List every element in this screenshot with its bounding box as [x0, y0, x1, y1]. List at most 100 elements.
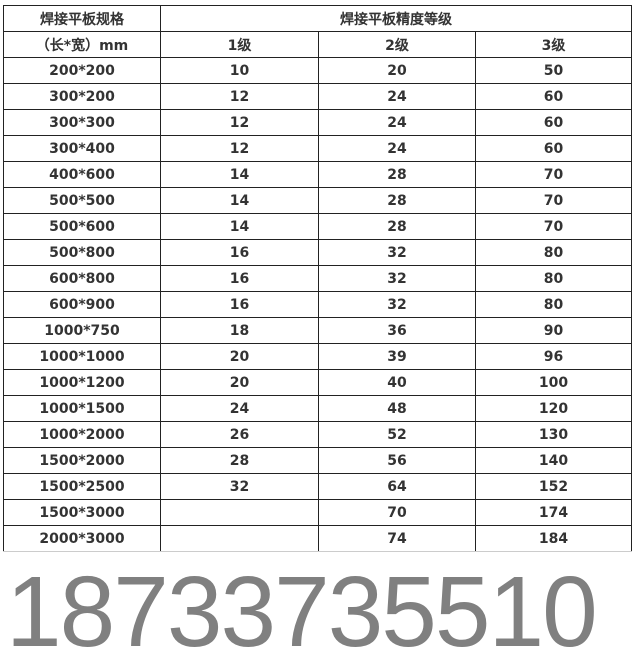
grade-3-cell: 130 — [474, 421, 633, 448]
grade-2-cell: 74 — [318, 525, 476, 552]
grade-1-cell: 14 — [160, 187, 319, 214]
spec-cell: 500*600 — [3, 213, 161, 240]
grade-1-header: 1级 — [160, 31, 319, 58]
spec-cell: 300*300 — [3, 109, 161, 136]
spec-unit-header: （长*宽）mm — [3, 31, 161, 58]
spec-cell: 300*400 — [3, 135, 161, 162]
table-row: 1000*1200 20 40 100 — [3, 369, 633, 396]
spec-cell: 500*800 — [3, 239, 161, 266]
header-row: 焊接平板规格 焊接平板精度等级 — [3, 5, 633, 32]
grade-2-cell: 48 — [318, 395, 476, 422]
grade-1-cell: 12 — [160, 109, 319, 136]
table-row: 600*900 16 32 80 — [3, 291, 633, 318]
spec-cell: 1500*3000 — [3, 499, 161, 526]
grade-1-cell: 12 — [160, 135, 319, 162]
grade-1-cell: 20 — [160, 343, 319, 370]
grade-3-cell: 184 — [474, 525, 633, 552]
spec-cell: 1000*1500 — [3, 395, 161, 422]
spec-header: 焊接平板规格 — [3, 5, 161, 32]
grade-1-cell: 16 — [160, 239, 319, 266]
table-row: 500*800 16 32 80 — [3, 239, 633, 266]
grade-1-cell: 24 — [160, 395, 319, 422]
grade-2-cell: 32 — [318, 265, 476, 292]
grade-2-cell: 24 — [318, 109, 476, 136]
table-row: 400*600 14 28 70 — [3, 161, 633, 188]
table-row: 1000*2000 26 52 130 — [3, 421, 633, 448]
grade-2-cell: 56 — [318, 447, 476, 474]
spec-cell: 1000*1000 — [3, 343, 161, 370]
table-row: 1500*3000 70 174 — [3, 499, 633, 526]
grade-1-cell: 32 — [160, 473, 319, 500]
grade-3-cell: 96 — [474, 343, 633, 370]
grade-3-cell: 60 — [474, 135, 633, 162]
grade-2-cell: 39 — [318, 343, 476, 370]
spec-cell: 500*500 — [3, 187, 161, 214]
table-row: 200*200 10 20 50 — [3, 57, 633, 84]
spec-cell: 1500*2500 — [3, 473, 161, 500]
grade-2-cell: 52 — [318, 421, 476, 448]
grade-1-cell: 26 — [160, 421, 319, 448]
grade-1-cell: 14 — [160, 213, 319, 240]
grade-1-cell — [160, 525, 319, 552]
grade-3-cell: 60 — [474, 109, 633, 136]
spec-cell: 400*600 — [3, 161, 161, 188]
grade-3-cell: 50 — [474, 57, 633, 84]
spec-cell: 600*900 — [3, 291, 161, 318]
grade-3-cell: 60 — [474, 83, 633, 110]
table-row: 1500*2500 32 64 152 — [3, 473, 633, 500]
grade-2-cell: 28 — [318, 213, 476, 240]
grade-3-cell: 140 — [474, 447, 633, 474]
grade-2-cell: 70 — [318, 499, 476, 526]
grade-2-cell: 40 — [318, 369, 476, 396]
spec-cell: 600*800 — [3, 265, 161, 292]
table-row: 300*300 12 24 60 — [3, 109, 633, 136]
grade-1-cell: 16 — [160, 291, 319, 318]
spec-cell: 1500*2000 — [3, 447, 161, 474]
grade-3-cell: 70 — [474, 187, 633, 214]
subheader-row: （长*宽）mm 1级 2级 3级 — [3, 31, 633, 58]
table-row: 1000*750 18 36 90 — [3, 317, 633, 344]
table-row: 1000*1500 24 48 120 — [3, 395, 633, 422]
spec-cell: 1000*1200 — [3, 369, 161, 396]
grade-2-cell: 32 — [318, 239, 476, 266]
grade-2-cell: 24 — [318, 135, 476, 162]
grade-1-cell: 16 — [160, 265, 319, 292]
table-row: 500*600 14 28 70 — [3, 213, 633, 240]
spec-cell: 2000*3000 — [3, 525, 161, 552]
grade-2-cell: 36 — [318, 317, 476, 344]
grade-header: 焊接平板精度等级 — [159, 5, 633, 32]
grade-1-cell — [160, 499, 319, 526]
spec-cell: 300*200 — [3, 83, 161, 110]
grade-1-cell: 14 — [160, 161, 319, 188]
grade-3-cell: 90 — [474, 317, 633, 344]
table-row: 300*200 12 24 60 — [3, 83, 633, 110]
table-row: 300*400 12 24 60 — [3, 135, 633, 162]
grade-2-cell: 28 — [318, 161, 476, 188]
grade-1-cell: 28 — [160, 447, 319, 474]
grade-3-cell: 174 — [474, 499, 633, 526]
grade-1-cell: 12 — [160, 83, 319, 110]
grade-3-cell: 70 — [474, 161, 633, 188]
watermark: 18733735510 — [6, 556, 598, 668]
table-row: 600*800 16 32 80 — [3, 265, 633, 292]
grade-2-cell: 28 — [318, 187, 476, 214]
grade-3-cell: 100 — [474, 369, 633, 396]
grade-2-cell: 32 — [318, 291, 476, 318]
grade-3-cell: 120 — [474, 395, 633, 422]
table-area: 焊接平板规格 焊接平板精度等级 （长*宽）mm 1级 2级 3级 200*200… — [3, 5, 633, 552]
grade-1-cell: 18 — [160, 317, 319, 344]
grade-3-cell: 80 — [474, 265, 633, 292]
table-row: 500*500 14 28 70 — [3, 187, 633, 214]
grade-1-cell: 20 — [160, 369, 319, 396]
grade-3-cell: 152 — [474, 473, 633, 500]
table-row: 1500*2000 28 56 140 — [3, 447, 633, 474]
flatness-grade-table: 焊接平板规格 焊接平板精度等级 （长*宽）mm 1级 2级 3级 200*200… — [3, 5, 633, 552]
grade-2-cell: 20 — [318, 57, 476, 84]
grade-2-header: 2级 — [318, 31, 476, 58]
table-row: 2000*3000 74 184 — [3, 525, 633, 552]
grade-3-cell: 70 — [474, 213, 633, 240]
table-row: 1000*1000 20 39 96 — [3, 343, 633, 370]
grade-2-cell: 64 — [318, 473, 476, 500]
grade-3-cell: 80 — [474, 239, 633, 266]
grade-3-header: 3级 — [474, 31, 633, 58]
